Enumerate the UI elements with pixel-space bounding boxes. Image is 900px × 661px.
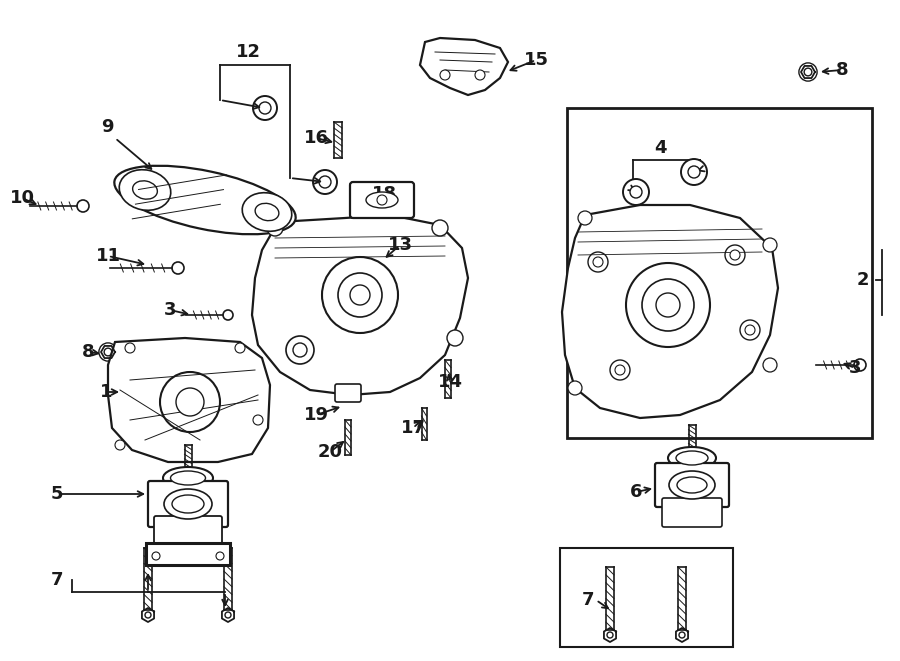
Text: 8: 8 — [82, 343, 94, 361]
Circle shape — [235, 343, 245, 353]
Circle shape — [350, 285, 370, 305]
Circle shape — [725, 245, 745, 265]
Text: 11: 11 — [95, 247, 121, 265]
FancyBboxPatch shape — [662, 498, 722, 527]
Circle shape — [578, 211, 592, 225]
Circle shape — [610, 360, 630, 380]
Circle shape — [623, 179, 649, 205]
Circle shape — [313, 170, 337, 194]
Circle shape — [293, 343, 307, 357]
Ellipse shape — [668, 447, 716, 469]
Circle shape — [432, 220, 448, 236]
Text: 6: 6 — [630, 483, 643, 501]
Polygon shape — [252, 215, 468, 395]
Ellipse shape — [676, 451, 708, 465]
Circle shape — [160, 372, 220, 432]
FancyBboxPatch shape — [154, 516, 222, 550]
Circle shape — [745, 325, 755, 335]
Text: 3: 3 — [849, 359, 861, 377]
FancyBboxPatch shape — [146, 543, 230, 565]
Text: 2: 2 — [857, 271, 869, 289]
Circle shape — [763, 358, 777, 372]
Circle shape — [588, 252, 608, 272]
Text: 3: 3 — [164, 301, 176, 319]
Circle shape — [730, 250, 740, 260]
Ellipse shape — [172, 495, 204, 513]
Ellipse shape — [242, 193, 292, 231]
Text: 5: 5 — [50, 485, 63, 503]
Text: 1: 1 — [100, 383, 112, 401]
Ellipse shape — [119, 170, 171, 210]
Bar — [567, 108, 872, 438]
Polygon shape — [108, 338, 270, 462]
Circle shape — [593, 257, 603, 267]
Circle shape — [763, 238, 777, 252]
Text: 17: 17 — [400, 419, 426, 437]
Polygon shape — [420, 38, 508, 95]
FancyBboxPatch shape — [655, 463, 729, 507]
Circle shape — [626, 263, 710, 347]
Text: 19: 19 — [303, 406, 328, 424]
Text: 8: 8 — [836, 61, 849, 79]
Text: 7: 7 — [50, 571, 63, 589]
Circle shape — [115, 440, 125, 450]
Text: 10: 10 — [10, 189, 34, 207]
Circle shape — [125, 343, 135, 353]
Text: 12: 12 — [236, 43, 260, 61]
Circle shape — [475, 70, 485, 80]
Circle shape — [688, 166, 700, 178]
Ellipse shape — [164, 489, 212, 519]
Ellipse shape — [669, 471, 715, 499]
Ellipse shape — [677, 477, 707, 493]
Circle shape — [615, 365, 625, 375]
Circle shape — [253, 96, 277, 120]
Text: 4: 4 — [653, 139, 666, 157]
Circle shape — [286, 336, 314, 364]
Text: 15: 15 — [524, 51, 548, 69]
Circle shape — [338, 273, 382, 317]
Circle shape — [642, 279, 694, 331]
Circle shape — [176, 388, 204, 416]
Text: 18: 18 — [373, 185, 398, 203]
Text: 14: 14 — [437, 373, 463, 391]
Circle shape — [440, 70, 450, 80]
Circle shape — [568, 381, 582, 395]
Circle shape — [319, 176, 331, 188]
Circle shape — [377, 195, 387, 205]
Circle shape — [630, 186, 642, 198]
FancyBboxPatch shape — [350, 182, 414, 218]
Circle shape — [322, 257, 398, 333]
Ellipse shape — [114, 166, 296, 234]
Text: 13: 13 — [388, 236, 412, 254]
Polygon shape — [562, 205, 778, 418]
Ellipse shape — [163, 467, 213, 489]
Circle shape — [267, 220, 283, 236]
Text: 7: 7 — [581, 591, 594, 609]
Bar — [560, 548, 733, 647]
Circle shape — [740, 320, 760, 340]
Text: 20: 20 — [318, 443, 343, 461]
Text: 9: 9 — [101, 118, 113, 136]
FancyBboxPatch shape — [335, 384, 361, 402]
Text: 16: 16 — [303, 129, 328, 147]
Circle shape — [152, 552, 160, 560]
Circle shape — [253, 415, 263, 425]
Ellipse shape — [366, 192, 398, 208]
Circle shape — [681, 159, 707, 185]
Circle shape — [447, 330, 463, 346]
Circle shape — [259, 102, 271, 114]
FancyBboxPatch shape — [148, 481, 228, 527]
Ellipse shape — [170, 471, 205, 485]
Circle shape — [216, 552, 224, 560]
Circle shape — [656, 293, 680, 317]
